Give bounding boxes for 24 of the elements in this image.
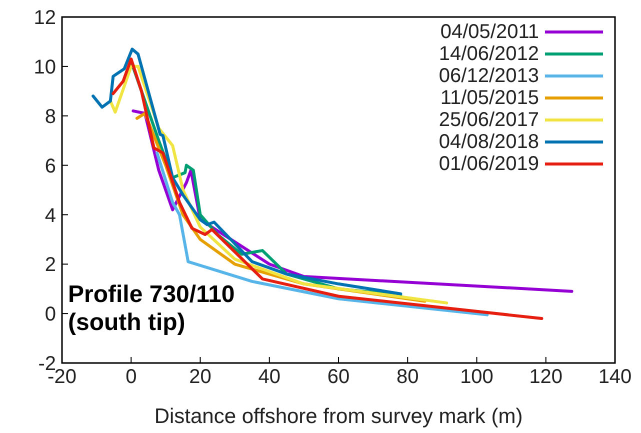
legend-label: 11/05/2015 <box>440 87 539 109</box>
y-tick-label: 0 <box>44 304 56 326</box>
x-axis-title: Distance offshore from survey mark (m) <box>154 405 523 428</box>
x-tick-label: 100 <box>460 366 494 388</box>
x-tick-label: 80 <box>396 366 419 388</box>
y-tick-label: 6 <box>44 155 56 178</box>
y-tick-label: 2 <box>44 254 56 276</box>
legend-label: 06/12/2013 <box>438 65 539 87</box>
y-tick-label: 8 <box>44 106 56 128</box>
legend-label: 04/05/2011 <box>440 21 539 43</box>
legend-label: 14/06/2012 <box>438 43 539 65</box>
legend-label: 01/06/2019 <box>438 153 539 175</box>
x-tick-label: 20 <box>189 366 212 388</box>
y-tick-label: 4 <box>44 204 56 227</box>
x-tick-label: 0 <box>126 366 137 388</box>
y-tick-label: 12 <box>34 7 56 30</box>
y-tick-label: 10 <box>34 56 56 79</box>
x-tick-label: 140 <box>598 366 632 388</box>
legend-label: 25/06/2017 <box>438 109 539 131</box>
legend-label: 04/08/2018 <box>438 131 539 153</box>
annotation: Profile 730/110 (south tip) <box>68 281 235 336</box>
x-tick-label: 60 <box>327 366 350 388</box>
x-tick-label: 120 <box>529 366 563 388</box>
x-tick-label: 40 <box>258 366 280 388</box>
